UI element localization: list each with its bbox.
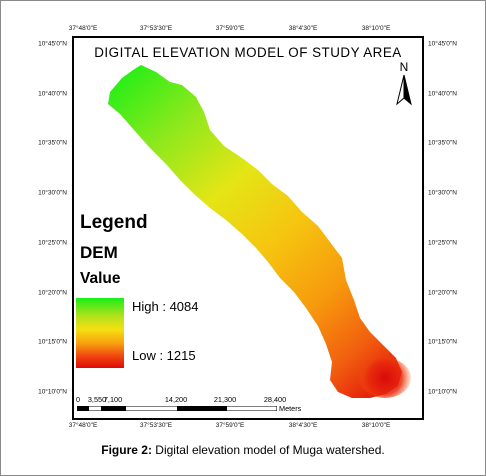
latitude-tick-right: 10°40'0"N <box>428 90 457 98</box>
scale-label: 14,200 <box>164 395 188 404</box>
latitude-tick-right: 10°30'0"N <box>428 189 457 197</box>
latitude-tick-right: 10°35'0"N <box>428 139 457 147</box>
scale-label: 3,550 <box>87 395 107 404</box>
latitude-tick-left: 10°45'0"N <box>38 40 67 48</box>
longitude-tick-top: 37°53'30"E <box>139 25 173 32</box>
elevation-color-ramp <box>76 298 124 368</box>
scale-label: 0 <box>75 395 81 404</box>
latitude-tick-left: 10°25'0"N <box>38 239 67 247</box>
legend-field-name: Value <box>80 270 121 287</box>
latitude-tick-left: 10°10'0"N <box>38 388 67 396</box>
latitude-tick-right: 10°10'0"N <box>428 388 457 396</box>
longitude-tick-bottom: 38°10'0"E <box>361 422 391 429</box>
watershed-polygon <box>108 65 402 398</box>
north-arrow-icon <box>396 74 412 106</box>
scale-label: 28,400 <box>263 395 287 404</box>
north-label: N <box>399 60 409 74</box>
latitude-tick-left: 10°20'0"N <box>38 289 67 297</box>
figure-caption: Figure 2: Digital elevation model of Mug… <box>0 443 486 457</box>
legend-high-label: High : 4084 <box>132 299 199 314</box>
longitude-tick-bottom: 37°59'0"E <box>215 422 245 429</box>
latitude-tick-right: 10°25'0"N <box>428 239 457 247</box>
latitude-tick-right: 10°15'0"N <box>428 338 457 346</box>
north-arrow: N <box>394 60 414 108</box>
scale-bar <box>77 406 277 411</box>
scale-label: 21,300 <box>213 395 237 404</box>
longitude-tick-top: 38°4'30"E <box>288 25 318 32</box>
latitude-tick-left: 10°30'0"N <box>38 189 67 197</box>
caption-label: Figure 2: <box>101 443 152 457</box>
latitude-tick-left: 10°35'0"N <box>38 139 67 147</box>
longitude-tick-bottom: 38°4'30"E <box>288 422 318 429</box>
legend-title: Legend <box>80 212 148 233</box>
longitude-tick-top: 38°10'0"E <box>361 25 391 32</box>
lowland-hotspot <box>359 358 411 398</box>
longitude-tick-top: 37°48'0"E <box>68 25 98 32</box>
longitude-tick-bottom: 37°53'30"E <box>139 422 173 429</box>
scale-label: 7,100 <box>103 395 123 404</box>
legend-low-label: Low : 1215 <box>132 348 196 363</box>
caption-text: Digital elevation model of Muga watershe… <box>151 443 385 457</box>
longitude-tick-top: 37°59'0"E <box>215 25 245 32</box>
latitude-tick-left: 10°40'0"N <box>38 90 67 98</box>
legend-layer-name: DEM <box>80 243 118 262</box>
scale-unit: Meters <box>279 404 302 413</box>
latitude-tick-right: 10°45'0"N <box>428 40 457 48</box>
map-title: DIGITAL ELEVATION MODEL OF STUDY AREA <box>94 45 402 60</box>
latitude-tick-left: 10°15'0"N <box>38 338 67 346</box>
latitude-tick-right: 10°20'0"N <box>428 289 457 297</box>
longitude-tick-bottom: 37°48'0"E <box>68 422 98 429</box>
